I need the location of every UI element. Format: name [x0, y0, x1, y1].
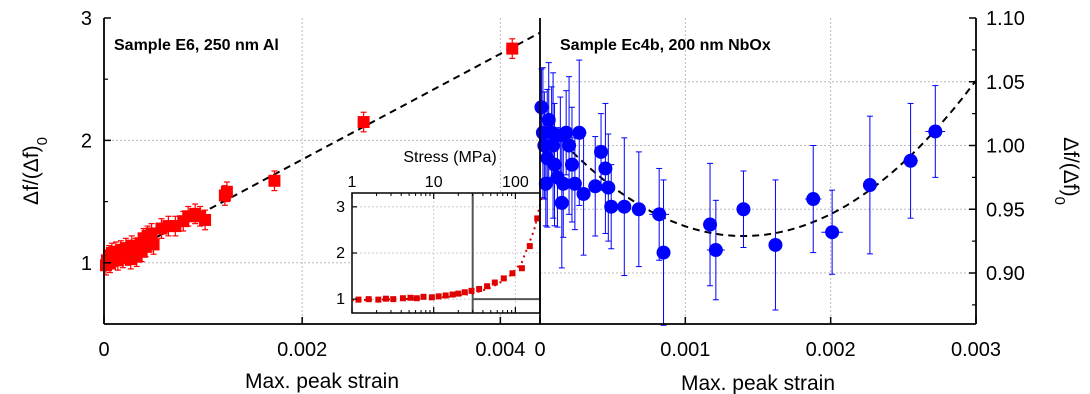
- data-point: [631, 202, 646, 217]
- data-point: [825, 225, 840, 240]
- data-point: [576, 186, 591, 201]
- data-point: [538, 176, 553, 191]
- inset-data-point: [455, 290, 462, 297]
- data-point: [554, 195, 569, 210]
- data-point: [220, 185, 233, 198]
- y-axis-label-subscript: 0: [34, 137, 51, 145]
- data-point: [547, 157, 562, 172]
- data-point: [572, 125, 587, 140]
- y-tick-label: 1.05: [986, 72, 1025, 94]
- panel-annotation: Sample E6, 250 nm Al: [114, 37, 279, 54]
- inset-top-tick-label: 1: [348, 174, 357, 191]
- y-axis-label: Δf/(Δf)0: [20, 137, 51, 205]
- data-point: [588, 179, 603, 194]
- right-panel: 0 0.001 0.002 0.003 0.90 0.95 1.00 1.05 1.10 Max.…: [534, 8, 1082, 394]
- y-tick-label: 3: [81, 8, 92, 30]
- data-point: [506, 42, 519, 55]
- y-axis-label-subscript: 0: [1052, 197, 1069, 205]
- data-point: [806, 192, 821, 207]
- inset-data-point: [413, 295, 420, 302]
- fit-line: [103, 31, 541, 267]
- inset-data-point: [442, 292, 449, 299]
- data-point: [556, 176, 571, 191]
- inset-data-point: [534, 215, 541, 222]
- data-point: [703, 217, 718, 232]
- inset-data-point: [420, 293, 427, 300]
- inset-data-point: [355, 296, 362, 303]
- inset-data-point: [428, 294, 435, 301]
- data-point: [656, 245, 671, 260]
- inset-top-tick-label: 10: [425, 174, 443, 191]
- data-point: [147, 238, 160, 251]
- data-point: [903, 153, 918, 168]
- data-point: [601, 180, 616, 195]
- data-point: [559, 125, 574, 140]
- left-panel: 0 0.002 0.004 1 2 3 Max. peak strain Δf/(Δf)0 Sa…: [20, 8, 541, 393]
- inset-data-point: [461, 289, 468, 296]
- data-point: [541, 113, 556, 127]
- inset-data-point: [382, 295, 389, 302]
- data-point: [708, 243, 723, 258]
- inset-data-point: [500, 275, 507, 282]
- data-point: [736, 202, 751, 217]
- inset-panel: 1 10 100 Stress (MPa) 1 2 3: [336, 149, 543, 314]
- x-tick-label: 0: [534, 339, 545, 361]
- inset-data-point: [365, 296, 372, 303]
- inset-top-tick-label: 100: [502, 174, 529, 191]
- y-tick-label: 1.00: [986, 136, 1025, 158]
- axes-frames: [103, 18, 977, 325]
- inset-data-point: [491, 279, 498, 286]
- y-tick-label: 1: [81, 253, 92, 275]
- inset-data-point: [449, 291, 456, 298]
- data-point: [617, 199, 632, 214]
- inset-y-tick-label: 2: [336, 245, 345, 262]
- y-tick-label: 1.10: [986, 8, 1025, 30]
- data-point: [604, 199, 619, 214]
- inset-data-point: [509, 270, 516, 277]
- inset-y-tick-label: 1: [336, 291, 345, 308]
- data-point: [145, 227, 158, 240]
- data-point: [199, 213, 212, 226]
- inset-data-point: [407, 294, 414, 301]
- data-point: [357, 116, 370, 129]
- data-point: [546, 138, 561, 153]
- inset-data-point: [375, 296, 382, 303]
- data-point: [268, 174, 281, 187]
- y-axis-label: Δf/(Δf)0: [1052, 137, 1083, 205]
- y-tick-label: 0.95: [986, 199, 1025, 221]
- data-point: [594, 144, 609, 159]
- data-point: [862, 178, 877, 193]
- x-tick-label: 0.003: [951, 339, 1001, 361]
- y-tick-label: 0.90: [986, 263, 1025, 285]
- data-point: [598, 161, 613, 176]
- inset-data-point: [468, 287, 475, 294]
- data-point: [564, 157, 579, 172]
- data-point: [567, 176, 582, 191]
- inset-y-tick-label: 3: [336, 199, 345, 216]
- inset-data-point: [435, 293, 442, 300]
- data-point: [652, 207, 667, 222]
- data-point: [534, 100, 549, 115]
- x-tick-label: 0.002: [806, 339, 856, 361]
- x-axis-label: Max. peak strain: [245, 370, 399, 393]
- inset-data-point: [390, 296, 397, 303]
- y-tick-label: 2: [81, 130, 92, 152]
- x-tick-label: 0.001: [660, 339, 710, 361]
- data-point: [928, 124, 943, 139]
- data-point: [562, 138, 577, 153]
- inset-data-point: [399, 295, 406, 302]
- inset-data-point: [526, 243, 533, 250]
- x-tick-label: 0: [98, 339, 109, 361]
- inset-data-point: [476, 286, 483, 292]
- panel-annotation: Sample Ec4b, 200 nm NbOx: [560, 37, 771, 54]
- inset-top-axis-label: Stress (MPa): [403, 149, 496, 166]
- x-tick-label: 0.004: [475, 339, 525, 361]
- data-point: [768, 237, 783, 252]
- x-axis-label: Max. peak strain: [681, 372, 835, 394]
- inset-data-point: [484, 283, 491, 290]
- inset-data-point: [518, 265, 525, 272]
- x-tick-label: 0.002: [277, 339, 327, 361]
